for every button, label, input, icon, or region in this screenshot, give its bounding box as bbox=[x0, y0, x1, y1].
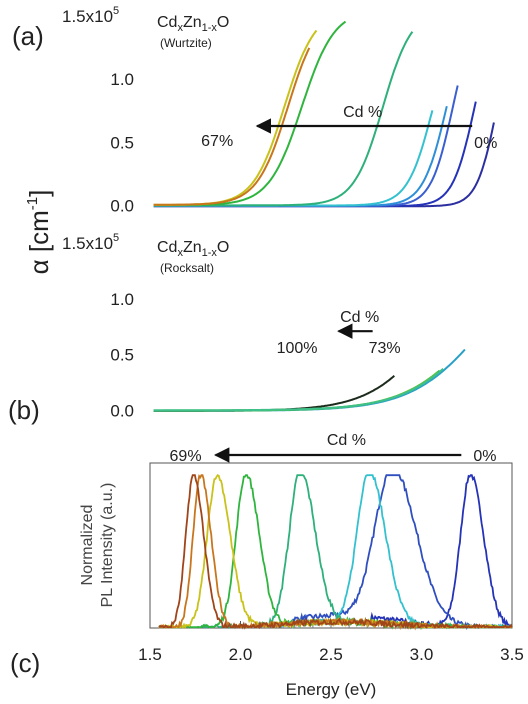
panel-a-ytick-label: 1.5x105 bbox=[62, 5, 119, 26]
panel-c-series-line bbox=[268, 474, 513, 630]
panel-c-series-line bbox=[159, 474, 512, 631]
panel-b-formula: CdxZn1-xO bbox=[157, 239, 229, 259]
panel-a-series bbox=[153, 20, 495, 208]
panel-a-letter: (a) bbox=[12, 21, 44, 51]
panel-c-arrow-start-label: 0% bbox=[473, 448, 496, 465]
panel-b-series-line bbox=[153, 348, 466, 412]
panel-b-ytick-label: 1.0 bbox=[110, 290, 134, 309]
panel-c: (c) Normalized PL Intensity (a.u.) 1.5 2.… bbox=[10, 432, 524, 699]
panel-a-series-line bbox=[153, 47, 311, 206]
panel-c-ylabel-line2: PL Intensity (a.u.) bbox=[99, 483, 116, 608]
panel-b: (b) CdxZn1-xO (Rocksalt) 0.0 0.5 1.0 1.5x10… bbox=[8, 232, 466, 425]
panel-a-series-line bbox=[153, 110, 434, 207]
panel-b-y-axis: 0.0 0.5 1.0 1.5x105 bbox=[62, 232, 134, 420]
y-axis-label: α [cm-1] bbox=[24, 190, 54, 275]
panel-c-xtick-label: 3.0 bbox=[410, 645, 434, 664]
panel-b-annotation: Cd % 73% 100% bbox=[277, 309, 401, 357]
panel-c-xtick-label: 2.5 bbox=[319, 645, 343, 664]
panel-a-ytick-label: 1.0 bbox=[110, 70, 134, 89]
panel-b-phase: (Rocksalt) bbox=[160, 261, 214, 275]
panel-a: (a) CdxZn1-xO (Wurtzite) 0.0 0.5 1.0 1.5x10… bbox=[12, 5, 497, 216]
panel-c-annotation: Cd % 0% 69% bbox=[170, 432, 497, 465]
panel-c-series-line bbox=[158, 474, 513, 630]
panel-b-series-line bbox=[153, 371, 439, 412]
panel-a-series-line bbox=[153, 101, 477, 208]
panel-c-series-line bbox=[369, 474, 512, 629]
panel-a-ytick-label: 0.5 bbox=[110, 133, 134, 152]
panel-c-xtick-label: 2.0 bbox=[229, 645, 253, 664]
panel-a-annotation: Cd % 0% 67% bbox=[201, 104, 497, 152]
panel-c-series bbox=[158, 474, 513, 631]
panel-b-arrow-start-label: 73% bbox=[369, 340, 401, 357]
panel-a-y-axis: 0.0 0.5 1.0 1.5x105 bbox=[62, 5, 134, 216]
panel-a-series-line bbox=[153, 105, 448, 207]
panel-c-x-axis: 1.5 2.0 2.5 3.0 3.5 bbox=[138, 621, 524, 664]
panel-c-xtick-label: 3.5 bbox=[500, 645, 524, 664]
panel-b-arrow-label: Cd % bbox=[340, 309, 379, 326]
panel-a-arrow-end-label: 67% bbox=[201, 133, 233, 150]
panel-c-xtick-label: 1.5 bbox=[138, 645, 162, 664]
panel-b-ytick-label: 0.0 bbox=[110, 401, 134, 420]
panel-a-formula: CdxZn1-xO bbox=[157, 14, 229, 34]
panel-a-arrow-label: Cd % bbox=[343, 104, 382, 121]
panel-b-ytick-label: 1.5x105 bbox=[62, 232, 119, 253]
panel-b-series bbox=[153, 348, 466, 412]
panel-b-series-line bbox=[153, 367, 444, 412]
panel-a-series-line bbox=[153, 29, 318, 206]
panel-c-arrow-end-label: 69% bbox=[170, 448, 202, 465]
panel-b-series-line bbox=[153, 369, 441, 412]
panel-b-ytick-label: 0.5 bbox=[110, 346, 134, 365]
panel-b-arrow-end-label: 100% bbox=[277, 340, 318, 357]
panel-c-ylabel-line1: Normalized bbox=[79, 505, 96, 586]
panel-a-phase: (Wurtzite) bbox=[160, 36, 212, 50]
panel-a-series-line bbox=[153, 85, 459, 207]
panel-a-ytick-label: 0.0 bbox=[110, 197, 134, 216]
panel-b-letter: (b) bbox=[8, 395, 40, 425]
panel-c-letter: (c) bbox=[10, 648, 40, 678]
x-axis-label: Energy (eV) bbox=[286, 680, 377, 699]
panel-a-arrow-start-label: 0% bbox=[474, 135, 497, 152]
panel-c-arrow-label: Cd % bbox=[327, 432, 366, 449]
